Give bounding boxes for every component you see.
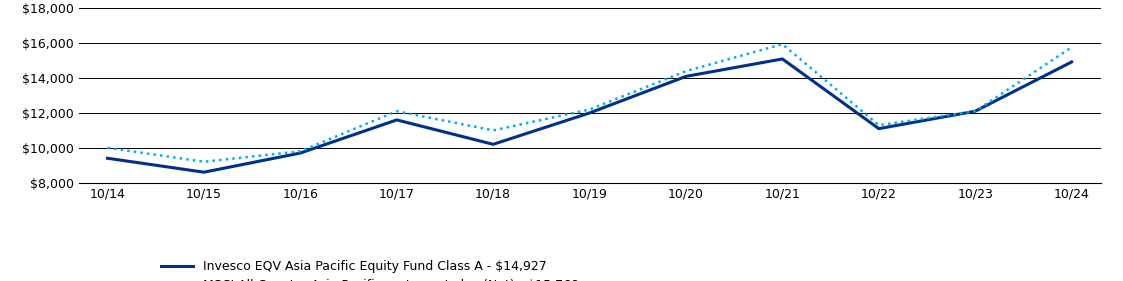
MSCI All Country Asia Pacific ex-Japan Index (Net) - $15,768 [873, 123, 886, 127]
MSCI All Country Asia Pacific ex-Japan Index (Net) - $15,768 [679, 69, 693, 73]
Invesco EQV Asia Pacific Equity Fund Class A - $14,927 [1065, 60, 1078, 64]
Invesco EQV Asia Pacific Equity Fund Class A - $14,927 [486, 143, 500, 146]
MSCI All Country Asia Pacific ex-Japan Index (Net) - $15,768 [101, 146, 115, 149]
Invesco EQV Asia Pacific Equity Fund Class A - $14,927 [101, 157, 115, 160]
MSCI All Country Asia Pacific ex-Japan Index (Net) - $15,768 [776, 42, 789, 46]
Line: MSCI All Country Asia Pacific ex-Japan Index (Net) - $15,768: MSCI All Country Asia Pacific ex-Japan I… [108, 44, 1071, 162]
Invesco EQV Asia Pacific Equity Fund Class A - $14,927 [293, 151, 307, 155]
Invesco EQV Asia Pacific Equity Fund Class A - $14,927 [198, 171, 211, 174]
Invesco EQV Asia Pacific Equity Fund Class A - $14,927 [583, 111, 596, 115]
MSCI All Country Asia Pacific ex-Japan Index (Net) - $15,768 [198, 160, 211, 164]
MSCI All Country Asia Pacific ex-Japan Index (Net) - $15,768 [968, 110, 982, 113]
Line: Invesco EQV Asia Pacific Equity Fund Class A - $14,927: Invesco EQV Asia Pacific Equity Fund Cla… [108, 59, 1071, 172]
MSCI All Country Asia Pacific ex-Japan Index (Net) - $15,768 [1065, 46, 1078, 49]
Invesco EQV Asia Pacific Equity Fund Class A - $14,927 [390, 118, 403, 122]
MSCI All Country Asia Pacific ex-Japan Index (Net) - $15,768 [293, 149, 307, 153]
MSCI All Country Asia Pacific ex-Japan Index (Net) - $15,768 [486, 129, 500, 132]
Invesco EQV Asia Pacific Equity Fund Class A - $14,927 [679, 75, 693, 78]
Invesco EQV Asia Pacific Equity Fund Class A - $14,927 [776, 57, 789, 61]
MSCI All Country Asia Pacific ex-Japan Index (Net) - $15,768 [390, 110, 403, 113]
Invesco EQV Asia Pacific Equity Fund Class A - $14,927 [968, 110, 982, 113]
MSCI All Country Asia Pacific ex-Japan Index (Net) - $15,768 [583, 108, 596, 111]
Invesco EQV Asia Pacific Equity Fund Class A - $14,927 [873, 127, 886, 130]
Legend: Invesco EQV Asia Pacific Equity Fund Class A - $14,927, MSCI All Country Asia Pa: Invesco EQV Asia Pacific Equity Fund Cla… [156, 255, 584, 281]
